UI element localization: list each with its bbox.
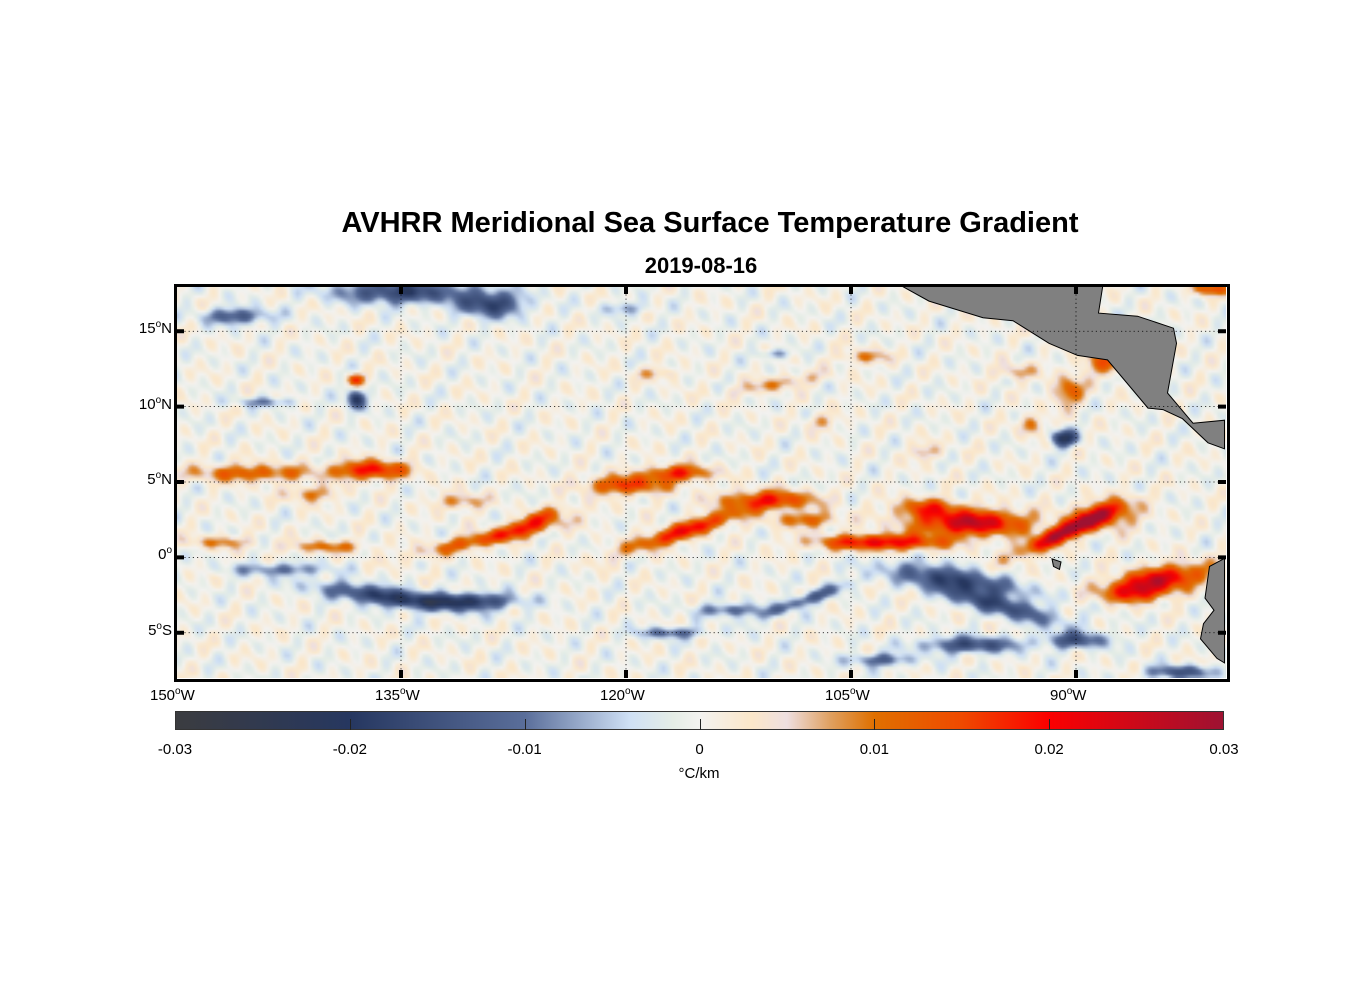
land-layer xyxy=(900,286,1225,664)
land-polygon xyxy=(900,286,1225,450)
y-tick-label: 5oS xyxy=(148,620,172,639)
colorbar-tick-label: -0.02 xyxy=(332,741,367,758)
y-tick-label: 15oN xyxy=(138,319,172,338)
x-tick-label: 135oW xyxy=(375,686,420,704)
colorbar-tick-label: 0.01 xyxy=(859,741,889,758)
x-tick-label: 105oW xyxy=(825,686,870,704)
y-tick-label: 0o xyxy=(158,545,172,564)
colorbar-tick-mark xyxy=(524,719,526,730)
colorbar-tick-label: 0.02 xyxy=(1034,741,1064,758)
x-tick-label: 120oW xyxy=(600,686,645,704)
y-tick-label: 5oN xyxy=(147,470,172,488)
colorbar-tick-mark xyxy=(699,719,701,730)
graticule xyxy=(176,286,1226,678)
colorbar-tick-mark xyxy=(1049,719,1051,730)
land-polygon xyxy=(1199,557,1225,664)
colorbar-tick-mark xyxy=(874,719,876,730)
colorbar-unit-label: °C/km xyxy=(678,765,720,782)
chart-title: AVHRR Meridional Sea Surface Temperature… xyxy=(341,207,1079,239)
colorbar-tick-label: 0 xyxy=(695,741,704,758)
x-tick-label: 150oW xyxy=(150,686,195,704)
colorbar-tick-label: -0.01 xyxy=(507,741,542,758)
land-polygon xyxy=(1051,558,1062,571)
chart-subtitle: 2019-08-16 xyxy=(644,253,758,278)
y-tick-label: 10oN xyxy=(138,394,172,413)
colorbar-tick-mark xyxy=(349,719,351,730)
colorbar-tick-label: -0.03 xyxy=(157,741,193,758)
sst-gradient-map xyxy=(176,286,1226,678)
x-tick-label: 90oW xyxy=(1050,686,1087,704)
colorbar-tick-label: 0.03 xyxy=(1209,741,1239,758)
